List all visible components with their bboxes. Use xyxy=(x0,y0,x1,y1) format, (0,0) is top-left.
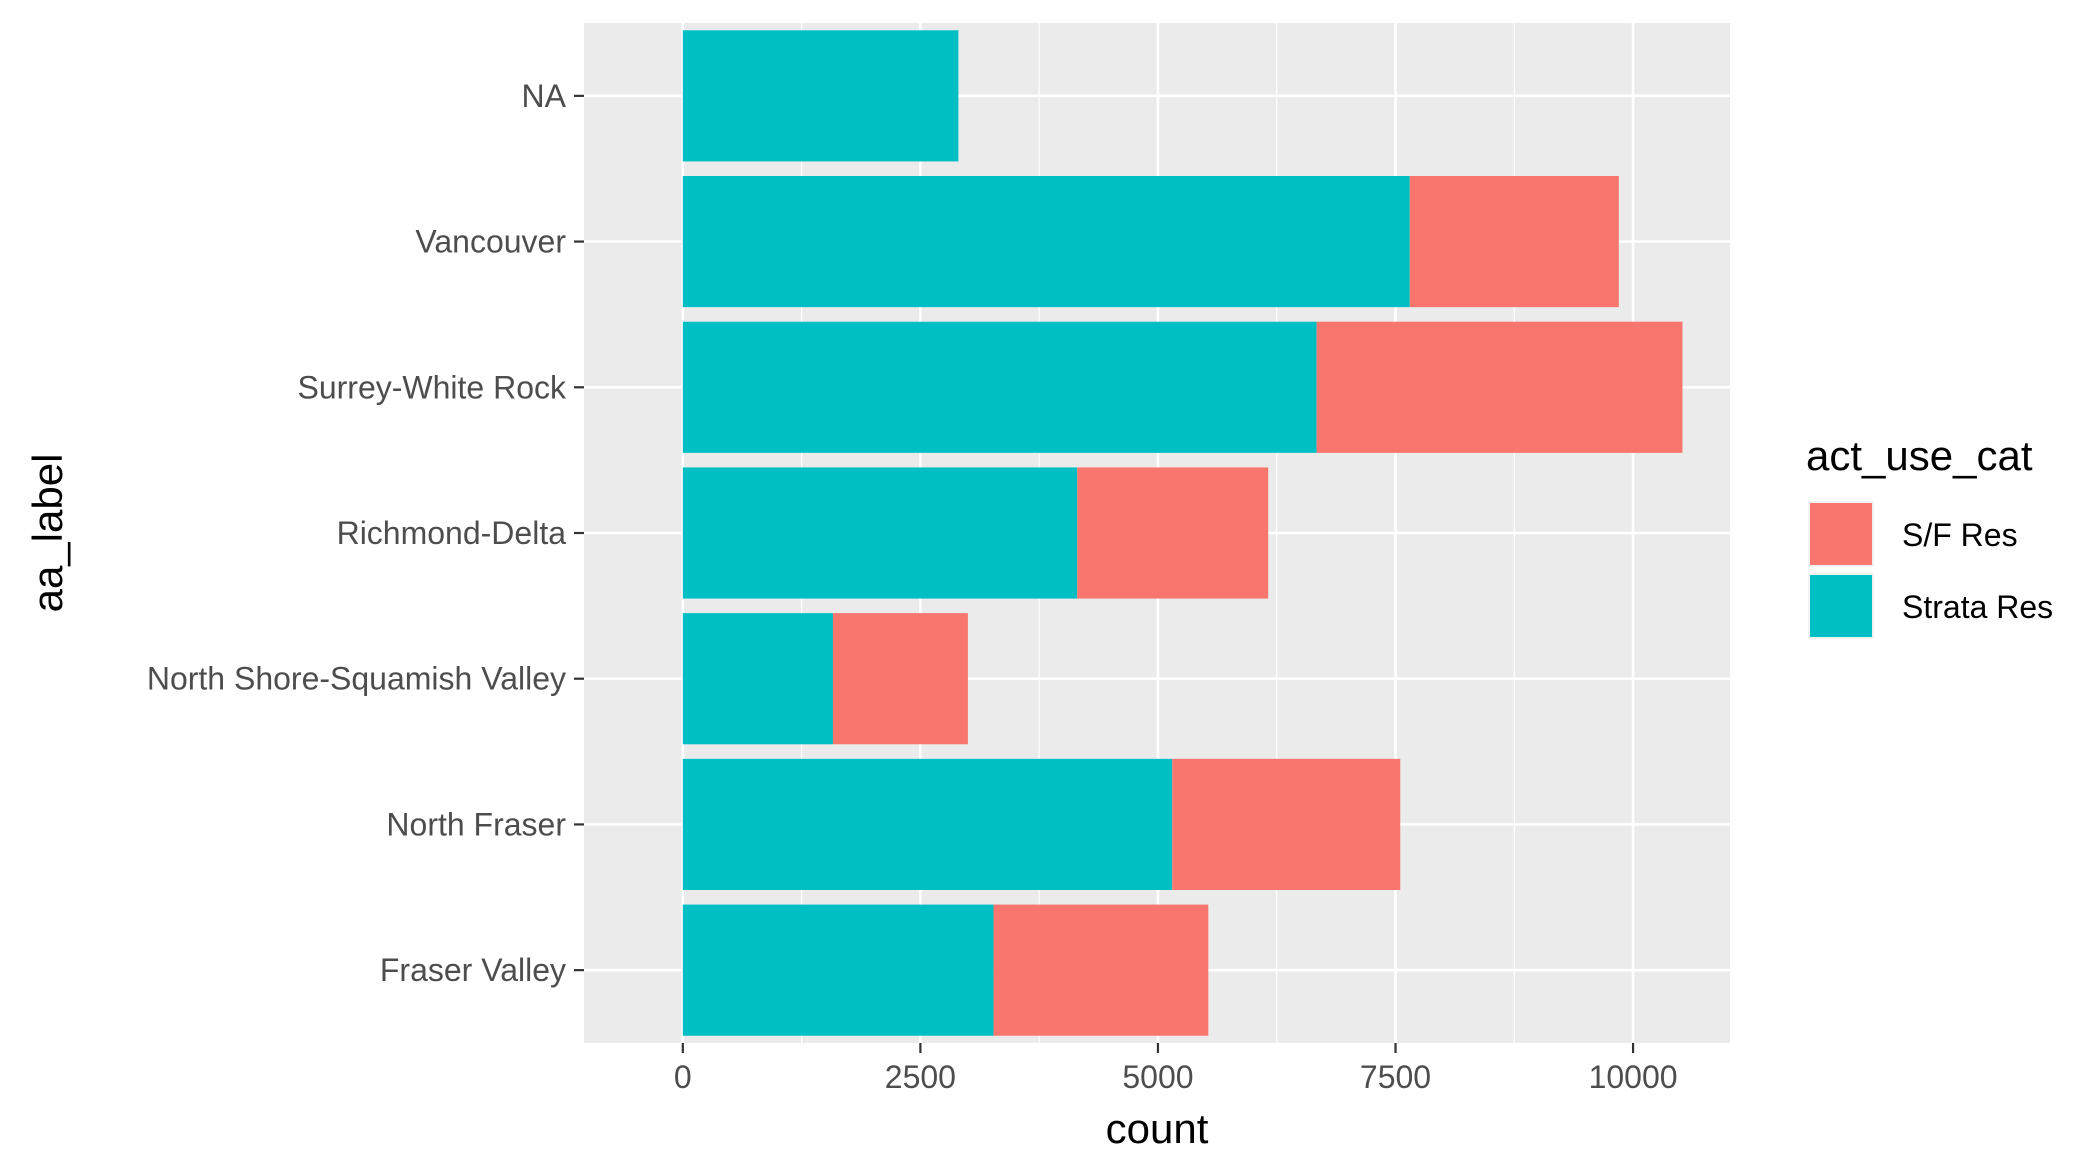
bar-s-f-res-surrey-white-rock xyxy=(1316,321,1683,453)
y-tick-label: Richmond-Delta xyxy=(337,515,567,551)
bar-s-f-res-north-fraser xyxy=(1172,758,1401,890)
legend-swatch-strata-res xyxy=(1810,575,1872,637)
bar-s-f-res-richmond-delta xyxy=(1077,467,1269,599)
bar-s-f-res-fraser-valley xyxy=(993,904,1209,1036)
bar-s-f-res-vancouver xyxy=(1409,176,1619,308)
bar-s-f-res-north-shore-squamish-valley xyxy=(832,613,968,745)
legend-swatch-sf-res xyxy=(1810,503,1872,565)
y-axis: NA Vancouver Surrey-White Rock Richmond-Del… xyxy=(147,78,584,988)
legend-label-strata-res: Strata Res xyxy=(1902,589,2053,625)
bar-strata-res-fraser-valley xyxy=(682,904,994,1036)
y-axis-title: aa_label xyxy=(24,454,71,613)
bar-strata-res-north-shore-squamish-valley xyxy=(682,613,833,745)
x-tick-label: 2500 xyxy=(885,1059,956,1095)
x-axis-title: count xyxy=(1106,1105,1209,1152)
y-tick-label: Surrey-White Rock xyxy=(298,369,568,405)
x-tick-label: 7500 xyxy=(1360,1059,1431,1095)
y-tick-label: Vancouver xyxy=(415,224,566,260)
bar-strata-res-north-fraser xyxy=(682,758,1173,890)
x-tick-label: 10000 xyxy=(1589,1059,1678,1095)
legend-title: act_use_cat xyxy=(1806,432,2033,479)
y-tick-label: North Shore-Squamish Valley xyxy=(147,661,566,697)
bar-strata-res-vancouver xyxy=(682,176,1410,308)
x-tick-label: 0 xyxy=(674,1059,692,1095)
legend-label-sf-res: S/F Res xyxy=(1902,517,2018,553)
legend: act_use_cat S/F Res Strata Res xyxy=(1806,432,2053,639)
y-tick-label: North Fraser xyxy=(386,806,566,842)
bar-strata-res-richmond-delta xyxy=(682,467,1078,599)
bars xyxy=(682,30,1683,1036)
y-tick-label: Fraser Valley xyxy=(380,952,566,988)
x-axis: 0 2500 5000 7500 10000 xyxy=(674,1043,1678,1095)
y-tick-label: NA xyxy=(522,78,567,114)
bar-strata-res-surrey-white-rock xyxy=(682,321,1317,453)
bar-strata-res-na xyxy=(682,30,959,162)
x-tick-label: 5000 xyxy=(1122,1059,1193,1095)
